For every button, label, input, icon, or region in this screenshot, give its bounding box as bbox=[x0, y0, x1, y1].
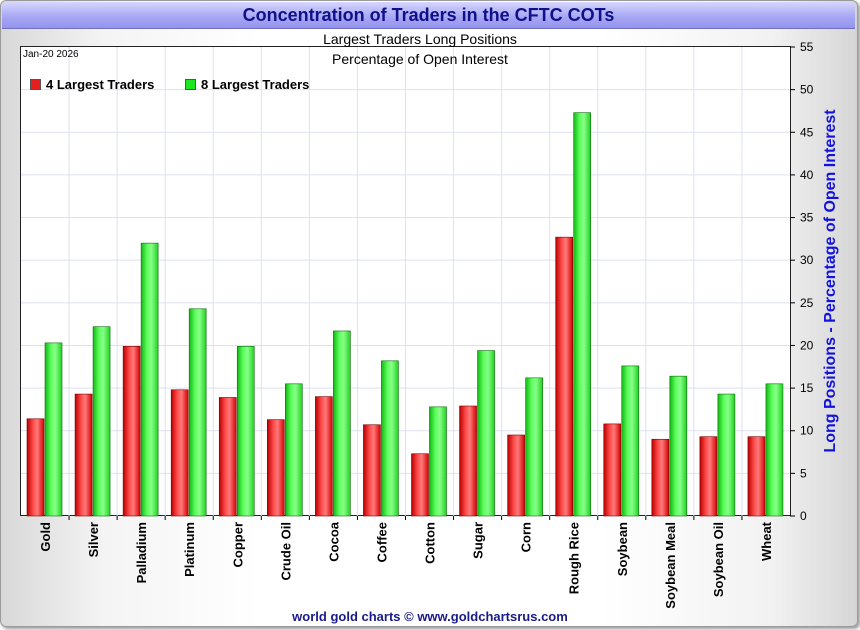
y-tick-label: 45 bbox=[800, 125, 814, 139]
bar-8-largest bbox=[44, 342, 63, 517]
x-tick-label: Coffee bbox=[374, 522, 389, 562]
bar-8-largest bbox=[669, 375, 688, 517]
y-tick-label: 40 bbox=[800, 168, 814, 182]
bar-8-largest bbox=[285, 383, 303, 517]
y-axis-label: Long Positions - Percentage of Open Inte… bbox=[822, 109, 839, 453]
x-tick-label: Rough Rice bbox=[567, 522, 582, 594]
y-tick-label: 50 bbox=[800, 83, 814, 97]
legend-item-4-largest: 4 Largest Traders bbox=[30, 77, 154, 92]
footer-credit: world gold charts © www.goldchartsrus.co… bbox=[292, 609, 568, 624]
bar-8-largest bbox=[140, 242, 159, 517]
bar-4-largest bbox=[507, 434, 525, 517]
bar-8-largest bbox=[333, 330, 351, 517]
bar-8-largest bbox=[765, 383, 784, 517]
y-tick-label: 5 bbox=[800, 466, 807, 480]
x-tick-label: Gold bbox=[38, 522, 53, 552]
bar-8-largest bbox=[381, 360, 399, 517]
bars bbox=[26, 112, 784, 517]
x-tick-label: Soybean Meal bbox=[663, 522, 678, 609]
bar-4-largest bbox=[122, 346, 141, 517]
x-tick-label: Soybean Oil bbox=[711, 522, 726, 597]
bar-4-largest bbox=[747, 436, 766, 517]
bar-4-largest bbox=[170, 389, 189, 517]
bar-4-largest bbox=[411, 453, 429, 517]
y-tick-label: 20 bbox=[800, 338, 814, 352]
x-tick-label: Cocoa bbox=[326, 521, 341, 562]
y-tick-label: 15 bbox=[800, 381, 814, 395]
bar-8-largest bbox=[92, 326, 111, 517]
x-tick-label: Corn bbox=[519, 522, 534, 552]
bar-8-largest bbox=[525, 377, 543, 517]
y-tick-label: 25 bbox=[800, 296, 814, 310]
bar-8-largest bbox=[717, 393, 736, 517]
x-tick-label: Wheat bbox=[759, 521, 774, 561]
bar-8-largest bbox=[621, 365, 640, 517]
x-tick-label: Platinum bbox=[182, 522, 197, 577]
bar-4-largest bbox=[363, 424, 381, 517]
date-label: Jan-20 2026 bbox=[23, 49, 79, 60]
bar-8-largest bbox=[188, 308, 207, 517]
chart-subtitle-2: Percentage of Open Interest bbox=[332, 51, 508, 67]
y-tick-label: 35 bbox=[800, 211, 814, 225]
x-axis-labels: Gold Silver Palladium Platinum Copper Crude O… bbox=[38, 521, 774, 608]
bar-8-largest bbox=[477, 350, 495, 517]
bar-8-largest bbox=[236, 346, 255, 517]
bar-8-largest bbox=[429, 406, 447, 517]
bar-4-largest bbox=[555, 236, 573, 517]
bar-4-largest bbox=[74, 393, 93, 517]
bar-4-largest bbox=[651, 438, 670, 517]
chart-subtitle-1: Largest Traders Long Positions bbox=[323, 31, 517, 47]
legend-item-8-largest: 8 Largest Traders bbox=[185, 77, 309, 92]
bar-4-largest bbox=[459, 405, 477, 517]
legend-label-8-largest: 8 Largest Traders bbox=[201, 77, 310, 92]
bar-4-largest bbox=[26, 418, 45, 517]
legend-label-4-largest: 4 Largest Traders bbox=[46, 77, 155, 92]
x-tick-label: Palladium bbox=[134, 522, 149, 583]
bar-4-largest bbox=[218, 397, 237, 517]
y-tick-label: 30 bbox=[800, 253, 814, 267]
legend-swatch-green bbox=[185, 79, 196, 90]
bar-4-largest bbox=[315, 396, 333, 517]
x-tick-label: Soybean bbox=[615, 522, 630, 576]
title-bar: Concentration of Traders in the CFTC COT… bbox=[2, 2, 855, 29]
bar-8-largest bbox=[573, 112, 591, 517]
bar-4-largest bbox=[603, 423, 622, 517]
bar-4-largest bbox=[699, 436, 718, 517]
x-tick-label: Silver bbox=[86, 522, 101, 557]
y-tick-label: 0 bbox=[800, 509, 807, 523]
y-tick-label: 55 bbox=[800, 40, 814, 54]
legend-swatch-red bbox=[30, 79, 41, 90]
chart-title: Concentration of Traders in the CFTC COT… bbox=[242, 5, 615, 25]
x-tick-label: Sugar bbox=[471, 522, 486, 559]
y-tick-label: 10 bbox=[800, 424, 814, 438]
x-tick-label: Cotton bbox=[423, 522, 438, 564]
bar-4-largest bbox=[267, 419, 285, 517]
y-axis-ticks: 0 5 10 15 20 25 30 35 40 45 50 55 bbox=[790, 40, 814, 523]
x-tick-label: Copper bbox=[230, 522, 245, 568]
x-tick-label: Crude Oil bbox=[278, 522, 293, 581]
